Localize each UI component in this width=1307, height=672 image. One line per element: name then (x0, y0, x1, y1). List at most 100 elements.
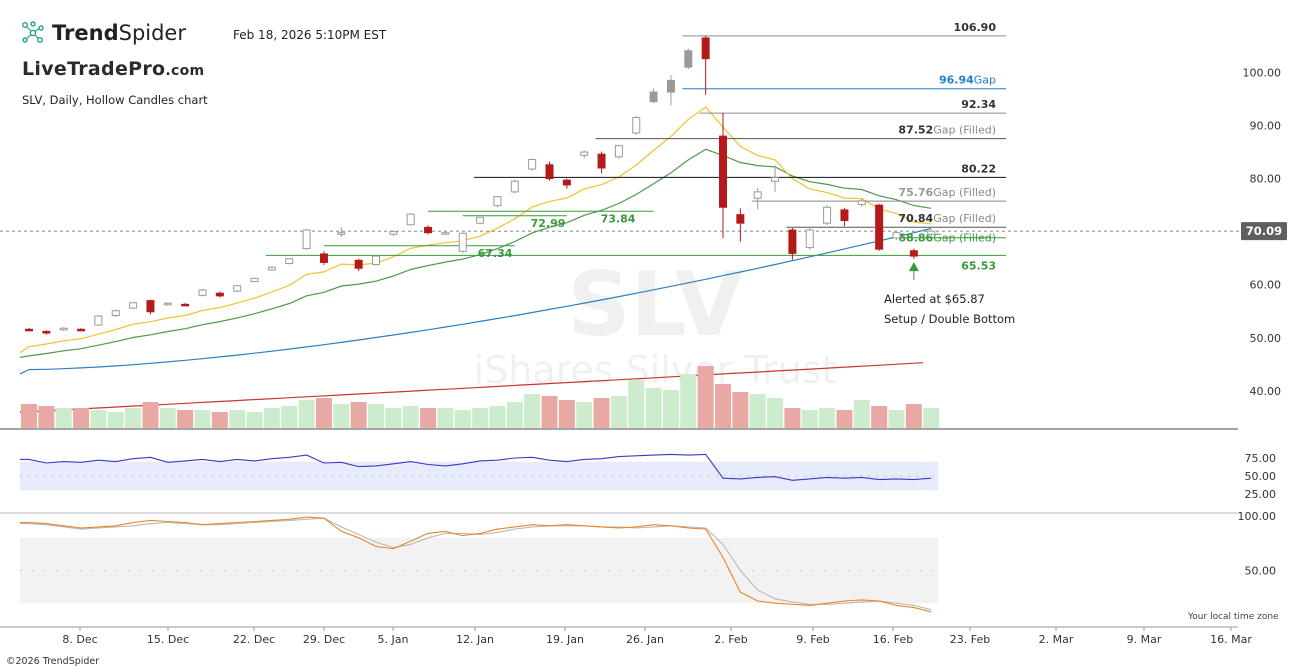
volume-bar (333, 404, 350, 428)
volume-bar (489, 406, 506, 428)
candle-body (823, 206, 832, 224)
volume-bar (732, 392, 749, 428)
x-tick-label: 23. Feb (950, 633, 990, 646)
x-tick-label: 5. Jan (378, 633, 409, 646)
volume-bar (541, 396, 558, 428)
candle-body (250, 277, 259, 283)
candle-body (510, 180, 519, 193)
x-tick-label: 9. Feb (796, 633, 829, 646)
candle-body (319, 253, 328, 263)
candle-body (424, 226, 433, 234)
level-label-96.94: 96.94Gap (939, 74, 996, 87)
candle-body (909, 250, 918, 257)
volume-bar (229, 410, 246, 428)
support-label: 72.99 (531, 217, 566, 230)
volume-bar (107, 412, 124, 428)
candle-body (94, 315, 103, 326)
volume-bar (21, 404, 37, 428)
volume-bar (472, 408, 489, 428)
level-label-106.90: 106.90 (954, 21, 997, 34)
volume-bar (628, 380, 645, 428)
x-tick-label: 2. Mar (1039, 633, 1074, 646)
candle-body (198, 289, 207, 296)
volume-bar (888, 410, 905, 428)
volume-bar (246, 412, 263, 428)
volume-bar (905, 404, 922, 428)
candle-body (927, 230, 936, 235)
volume-bar (524, 394, 541, 428)
candle-body (25, 328, 33, 332)
candle-body (354, 259, 363, 269)
level-label-92.34: 92.34 (961, 98, 996, 111)
rsi-tick-label: 25.00 (1245, 488, 1277, 501)
x-tick-label: 12. Jan (456, 633, 494, 646)
x-tick-label: 29. Dec (303, 633, 345, 646)
volume-bar (315, 398, 332, 428)
candle-body (597, 153, 606, 169)
candle-body (719, 135, 727, 208)
volume-bar (281, 406, 298, 428)
candle-body (684, 50, 693, 68)
brand-suffix: Spider (118, 21, 186, 45)
candle-body (476, 216, 485, 224)
candle-body (372, 255, 380, 266)
livetradepro-logo-suffix: .com (165, 63, 205, 79)
candle-body (389, 231, 398, 235)
livetradepro-logo: LiveTradePro.com (22, 58, 204, 80)
sma-slow-line (19, 227, 932, 375)
volume-bar (194, 410, 211, 428)
last-price-badge (1241, 222, 1287, 241)
volume-bar (177, 410, 194, 428)
candle-body (146, 300, 155, 313)
candle-body (441, 232, 450, 235)
volume-bar (871, 406, 888, 428)
volume-bar (645, 388, 662, 428)
candle-body (493, 196, 502, 207)
candle-body (562, 179, 571, 186)
candle-body (892, 232, 901, 239)
candle-body (215, 292, 224, 297)
volume-bar (263, 408, 280, 428)
y-tick-label: 90.00 (1250, 120, 1282, 133)
volume-bar (801, 410, 818, 428)
volume-bar (715, 384, 731, 428)
y-tick-label: 60.00 (1250, 279, 1282, 292)
alert-annotation-line1: Alerted at $65.87 (884, 292, 985, 306)
candle-body (406, 213, 415, 226)
alert-arrow-head (908, 262, 919, 272)
candle-body (840, 209, 849, 222)
x-tick-label: 26. Jan (626, 633, 664, 646)
candle-body (77, 328, 86, 332)
candle-body (42, 330, 51, 334)
candle-body (267, 266, 276, 271)
support-label: 67.34 (478, 247, 513, 260)
stoch-tick-label: 50.00 (1245, 565, 1277, 578)
x-tick-label: 19. Jan (546, 633, 584, 646)
volume-bar (211, 412, 228, 428)
volume-bar (55, 408, 72, 428)
y-tick-label: 100.00 (1243, 66, 1282, 79)
volume-bar (402, 406, 419, 428)
livetradepro-logo-text: LiveTradePro (22, 58, 166, 80)
candle-body (614, 145, 623, 158)
volume-bar (385, 408, 402, 428)
volume-bar (853, 400, 870, 428)
candle-body (111, 310, 120, 316)
x-tick-label: 22. Dec (233, 633, 275, 646)
volume-bar (558, 400, 575, 428)
x-tick-label: 16. Feb (873, 633, 913, 646)
trendspider-logo: TrendSpider (20, 20, 186, 46)
alert-annotation-line2: Setup / Double Bottom (884, 312, 1015, 326)
level-label-87.52: 87.52Gap (Filled) (898, 124, 996, 137)
candle-body (875, 204, 884, 250)
watermark-symbol: SLV (567, 253, 742, 356)
volume-bar (73, 408, 90, 428)
candle-body (805, 229, 814, 249)
y-tick-label: 50.00 (1250, 332, 1282, 345)
last-price-label: 70.09 (1246, 224, 1282, 238)
stoch-k-line (19, 516, 932, 613)
volume-bar (159, 408, 176, 428)
candle-body (59, 327, 68, 331)
candle-body (458, 232, 467, 252)
